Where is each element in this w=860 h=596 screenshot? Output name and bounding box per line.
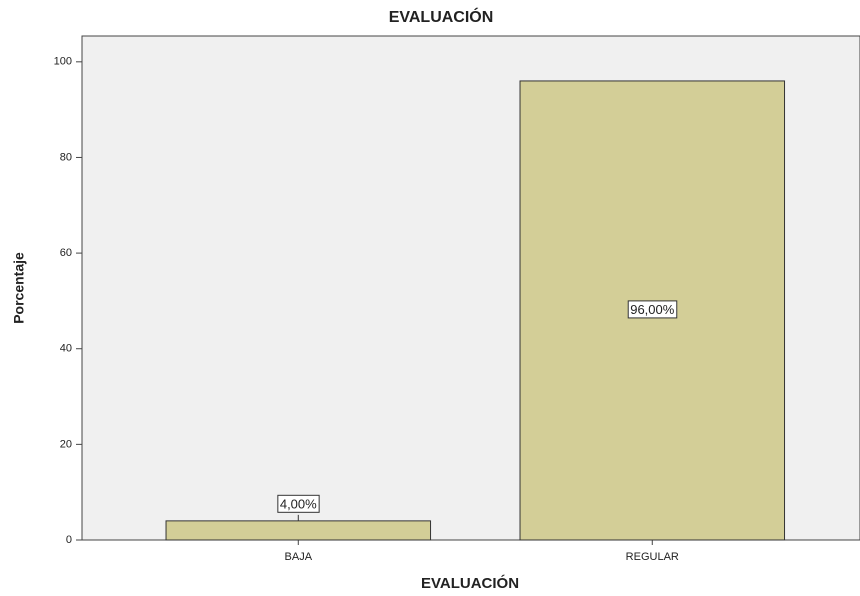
y-tick-label: 20: [60, 438, 72, 450]
value-label-box: [277, 494, 320, 513]
y-tick-label: 100: [54, 56, 72, 68]
value-label: 4,00%: [280, 496, 317, 511]
y-tick-label: 0: [66, 534, 72, 546]
x-axis-label: EVALUACIÓN: [421, 574, 519, 592]
x-tick-label: BAJA: [285, 551, 313, 563]
bar: [165, 520, 432, 541]
y-tick-label: 40: [60, 343, 72, 355]
y-tick-label: 60: [60, 247, 72, 259]
y-axis-label: Porcentaje: [11, 252, 27, 324]
x-tick-label: REGULAR: [626, 551, 679, 563]
chart-title: EVALUACIÓN: [389, 7, 494, 26]
value-label: 96,00%: [630, 302, 675, 317]
value-label-box: [627, 300, 678, 319]
y-tick-label: 80: [60, 151, 72, 163]
